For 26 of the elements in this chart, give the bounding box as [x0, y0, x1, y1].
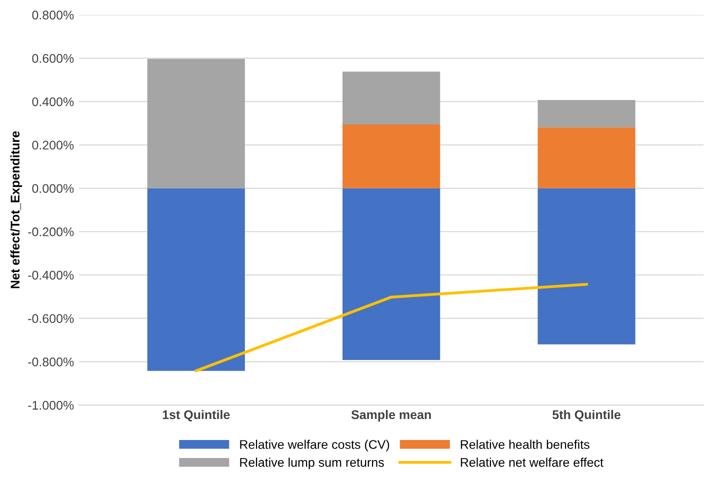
bar	[342, 188, 440, 360]
bar	[538, 188, 636, 344]
bar	[342, 124, 440, 188]
y-tick-label: -0.600%	[28, 314, 74, 324]
y-tick-label: 0.000%	[32, 184, 74, 193]
x-tick-label: 5th Quintile	[552, 410, 620, 422]
x-tick-label: Sample mean	[351, 410, 431, 422]
bar	[538, 127, 636, 188]
bar	[147, 188, 245, 371]
legend-label: Relative lump sum returns	[240, 458, 384, 470]
bar	[147, 58, 245, 188]
bar	[538, 100, 636, 128]
y-tick-label: 0.400%	[32, 97, 74, 106]
y-tick-label: 0.600%	[32, 54, 74, 63]
y-tick-label: -0.400%	[28, 270, 74, 280]
y-tick-label: 0.800%	[32, 10, 74, 20]
x-tick-label: 1st Quintile	[162, 410, 230, 422]
y-tick-label: 0.200%	[32, 140, 74, 150]
legend-label: Relative welfare costs (CV)	[240, 440, 390, 452]
y-axis-title: Net effect/Tot_Expenditure	[10, 131, 22, 288]
legend-label: Relative health benefits	[460, 440, 590, 449]
y-tick-label: -0.200%	[28, 227, 74, 236]
legend-label: Relative net welfare effect	[460, 458, 604, 467]
bar	[342, 72, 440, 125]
y-tick-label: -0.800%	[28, 358, 74, 366]
y-tick-label: -1.000%	[28, 400, 74, 410]
